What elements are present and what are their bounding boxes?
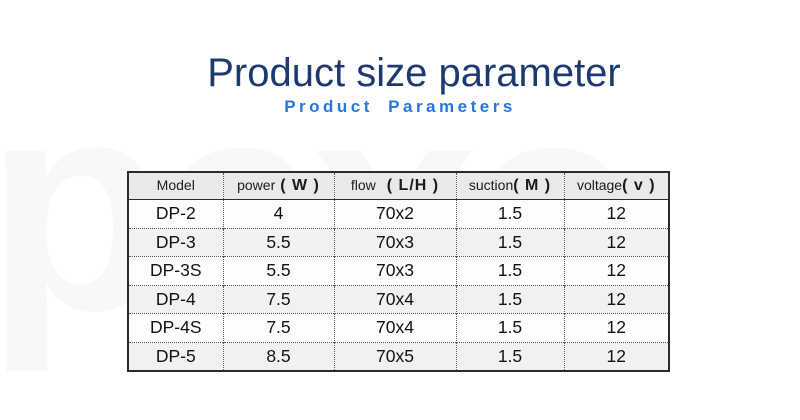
column-header-voltage: voltage( v ) — [563, 172, 669, 200]
cell-suction: 1.5 — [455, 341, 564, 371]
product-parameters-table: Model power( W ) flow ( L/H ) suction( M … — [127, 171, 670, 372]
column-unit: ( v ) — [622, 177, 656, 194]
column-unit: ( L/H ) — [386, 177, 440, 194]
cell-suction: 1.5 — [455, 256, 564, 285]
cell-voltage: 12 — [563, 227, 669, 257]
cell-flow: 70x5 — [333, 341, 456, 371]
column-label: voltage — [576, 177, 623, 193]
cell-flow: 70x3 — [333, 227, 456, 257]
cell-voltage: 12 — [563, 341, 669, 371]
cell-power: 7.5 — [222, 313, 334, 342]
column-header-power: power( W ) — [222, 172, 334, 200]
cell-model: DP-4 — [128, 284, 223, 314]
cell-power: 7.5 — [222, 284, 334, 314]
cell-suction: 1.5 — [455, 227, 564, 257]
cell-model: DP-4S — [128, 313, 223, 342]
column-header-flow: flow ( L/H ) — [333, 172, 456, 200]
cell-model: DP-3S — [128, 256, 223, 285]
cell-voltage: 12 — [563, 284, 669, 314]
cell-suction: 1.5 — [455, 313, 564, 342]
cell-flow: 70x4 — [333, 313, 456, 342]
cell-power: 4 — [222, 199, 334, 228]
page-subtitle: Product Parameters — [284, 97, 516, 116]
table-row: DP-3S 5.5 70x3 1.5 12 — [128, 256, 669, 285]
column-label: power — [237, 177, 276, 193]
page-title: Product size parameter — [207, 50, 621, 95]
cell-flow: 70x2 — [333, 199, 456, 228]
cell-model: DP-2 — [128, 199, 223, 228]
cell-power: 5.5 — [222, 256, 334, 285]
column-header-suction: suction( M ) — [455, 172, 564, 200]
column-label: suction — [468, 177, 514, 193]
column-unit: ( W ) — [280, 177, 320, 194]
cell-flow: 70x3 — [333, 256, 456, 285]
cell-suction: 1.5 — [455, 199, 564, 228]
cell-power: 8.5 — [222, 341, 334, 371]
table-row: DP-4 7.5 70x4 1.5 12 — [128, 284, 669, 314]
table-row: DP-4S 7.5 70x4 1.5 12 — [128, 313, 669, 342]
cell-model: DP-3 — [128, 227, 223, 257]
column-label: Model — [156, 177, 195, 193]
column-unit: ( M ) — [513, 177, 552, 194]
cell-model: DP-5 — [128, 341, 223, 371]
cell-voltage: 12 — [563, 199, 669, 228]
cell-power: 5.5 — [222, 227, 334, 257]
table-row: DP-5 8.5 70x5 1.5 12 — [128, 341, 669, 371]
column-header-model: Model — [128, 172, 223, 200]
cell-voltage: 12 — [563, 313, 669, 342]
cell-voltage: 12 — [563, 256, 669, 285]
column-label: flow — [350, 177, 376, 193]
table-header-row: Model power( W ) flow ( L/H ) suction( M … — [128, 172, 669, 200]
table-row: DP-2 4 70x2 1.5 12 — [128, 199, 669, 228]
cell-flow: 70x4 — [333, 284, 456, 314]
table-row: DP-3 5.5 70x3 1.5 12 — [128, 227, 669, 257]
cell-suction: 1.5 — [455, 284, 564, 314]
